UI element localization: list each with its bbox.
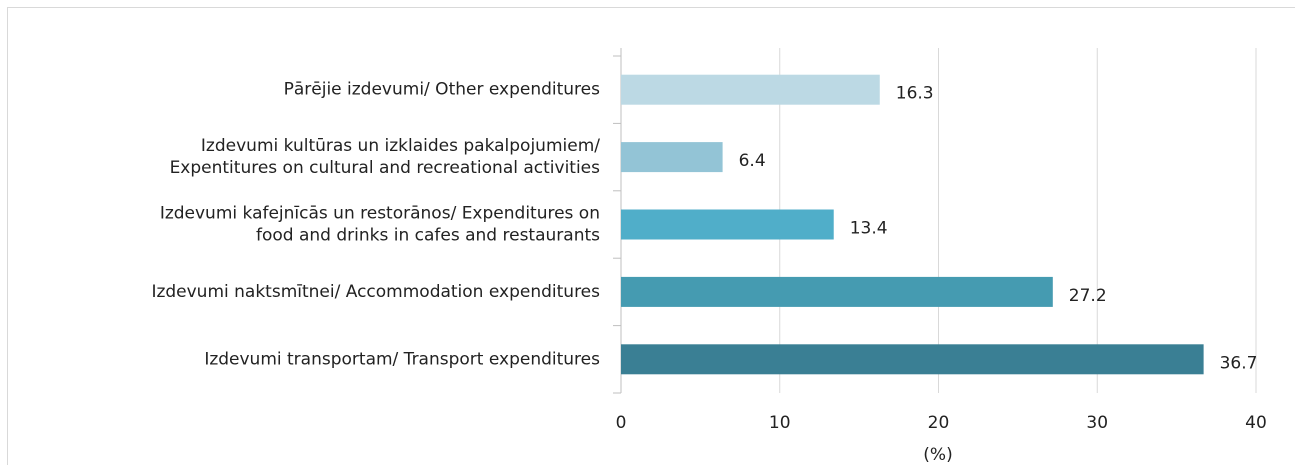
value-label: 16.3	[896, 84, 934, 104]
bar	[621, 142, 723, 173]
y-tick-label: Expentitures on cultural and recreationa…	[170, 158, 601, 178]
x-tick-label: 30	[1086, 413, 1108, 433]
y-tick-label: Izdevumi naktsmītnei/ Accommodation expe…	[151, 282, 600, 302]
value-label: 36.7	[1220, 353, 1258, 373]
bar	[621, 344, 1204, 375]
x-tick-label: 20	[928, 413, 950, 433]
y-tick-label: Izdevumi transportam/ Transport expendit…	[204, 349, 600, 369]
y-tick-label: food and drinks in cafes and restaurants	[256, 226, 600, 246]
value-label: 27.2	[1069, 286, 1107, 306]
bar	[621, 276, 1053, 307]
y-tick-label: Izdevumi kafejnīcās un restorānos/ Expen…	[160, 204, 600, 224]
y-tick-label: Pārējie izdevumi/ Other expenditures	[284, 80, 601, 100]
value-label: 13.4	[850, 219, 888, 239]
y-tick-label: Izdevumi kultūras un izklaides pakalpoju…	[201, 136, 600, 156]
bar	[621, 74, 880, 105]
value-label: 6.4	[739, 151, 766, 171]
chart-border	[7, 7, 1295, 465]
x-axis-label: (%)	[923, 445, 952, 465]
x-tick-label: 0	[616, 413, 627, 433]
x-tick-label: 40	[1245, 413, 1267, 433]
bar	[621, 209, 834, 240]
x-tick-label: 10	[769, 413, 791, 433]
